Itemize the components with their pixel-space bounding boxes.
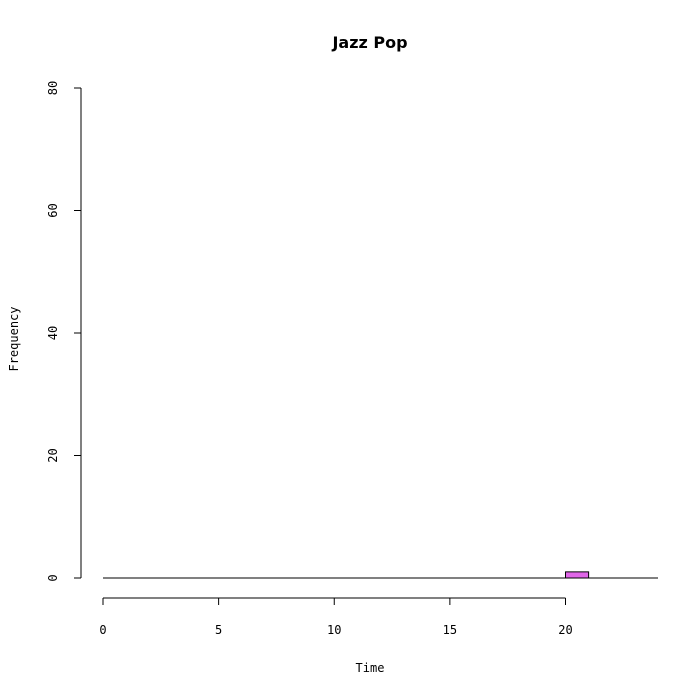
bars-group xyxy=(565,571,590,579)
y-tick-label: 0 xyxy=(46,574,60,581)
y-axis-label: Frequency xyxy=(7,306,21,371)
x-axis-label: Time xyxy=(356,661,385,675)
x-tick-label: 15 xyxy=(443,623,457,637)
x-axis: 0 5 10 15 20 xyxy=(99,597,573,637)
x-tick-label: 10 xyxy=(327,623,341,637)
y-tick-label: 20 xyxy=(46,448,60,462)
histogram-bar xyxy=(565,571,590,579)
y-tick-label: 80 xyxy=(46,81,60,95)
x-tick-label: 20 xyxy=(558,623,572,637)
y-tick-label: 40 xyxy=(46,326,60,340)
x-tick-label: 0 xyxy=(99,623,106,637)
y-axis: 0 20 40 60 80 xyxy=(46,81,82,582)
x-tick-label: 5 xyxy=(215,623,222,637)
y-tick-label: 60 xyxy=(46,203,60,217)
chart-title: Jazz Pop xyxy=(331,33,407,52)
